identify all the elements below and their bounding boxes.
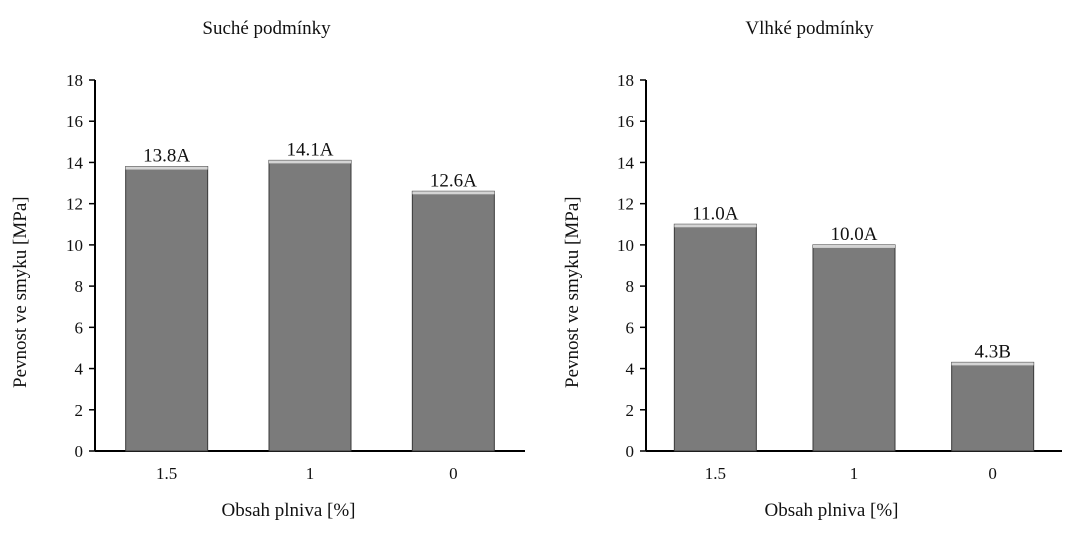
y-tick-label: 2	[75, 401, 84, 420]
y-tick-label: 2	[626, 401, 635, 420]
y-tick-label: 12	[617, 195, 634, 214]
bar-data-label: 13.8A	[143, 146, 190, 167]
y-tick-label: 16	[617, 112, 634, 131]
x-tick-label: 1	[850, 464, 859, 483]
x-axis-label: Obsah plniva [%]	[221, 500, 356, 521]
bar-top-highlight	[813, 244, 895, 248]
bar	[951, 361, 1035, 452]
bar	[268, 159, 352, 452]
y-tick-label: 4	[75, 360, 84, 379]
y-tick-label: 8	[75, 277, 84, 296]
x-tick-label: 1.5	[156, 464, 177, 483]
plot-area: 0 2 4 6 8 10 12 14 16 18 13.8A 1.5 14.1A 1 12.6A 0	[66, 71, 525, 483]
y-tick-label: 0	[626, 442, 635, 461]
x-tick-label: 1.5	[705, 464, 726, 483]
x-tick-label: 0	[449, 464, 458, 483]
bar-data-label: 10.0A	[831, 224, 878, 245]
y-tick-label: 14	[617, 153, 635, 172]
y-tick-label: 6	[75, 318, 84, 337]
plot-area: 0 2 4 6 8 10 12 14 16 18 11.0A 1.5 10.0A 1 4.3B 0	[617, 71, 1062, 483]
bar-data-label: 14.1A	[287, 139, 334, 160]
chart-title: Vlhké podmínky	[745, 18, 874, 39]
y-tick-label: 8	[626, 277, 635, 296]
x-tick-label: 1	[306, 464, 315, 483]
bar-data-label: 4.3B	[974, 341, 1010, 362]
y-tick-label: 0	[75, 442, 84, 461]
bar	[125, 166, 209, 452]
bar-data-label: 11.0A	[692, 203, 739, 224]
x-axis-label: Obsah plniva [%]	[764, 500, 899, 521]
bar	[673, 223, 757, 452]
y-tick-label: 18	[66, 71, 83, 90]
y-tick-label: 10	[66, 236, 83, 255]
y-tick-label: 16	[66, 112, 83, 131]
bar-top-highlight	[951, 362, 1034, 366]
x-tick-label: 0	[988, 464, 997, 483]
y-tick-label: 4	[626, 360, 635, 379]
bar-top-highlight	[269, 160, 351, 164]
chart-title: Suché podmínky	[202, 18, 331, 39]
bar-top-highlight	[125, 166, 208, 170]
y-tick-label: 14	[66, 153, 84, 172]
bar-top-highlight	[412, 191, 495, 195]
y-tick-label: 6	[626, 318, 635, 337]
y-tick-label: 12	[66, 195, 83, 214]
y-tick-label: 18	[617, 71, 634, 90]
y-tick-label: 10	[617, 236, 634, 255]
bar	[411, 190, 495, 452]
bar	[812, 244, 896, 452]
bar-top-highlight	[674, 224, 757, 228]
bar-data-label: 12.6A	[430, 170, 477, 191]
